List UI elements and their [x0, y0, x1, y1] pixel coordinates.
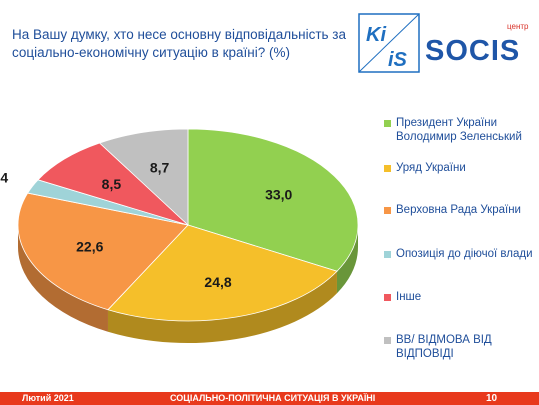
kiis-logo-diagonal — [358, 13, 420, 73]
legend-swatch-government — [384, 165, 391, 172]
legend-label-opposition: Опозиція до діючої влади — [396, 248, 533, 260]
legend-label-government: Уряд України — [396, 162, 466, 174]
pie-slice-parliament — [17, 192, 189, 311]
kiis-logo-top: Ki — [366, 24, 386, 46]
legend-swatch-refusal — [384, 337, 391, 344]
legend-label-refusal: ВВ/ ВІДМОВА ВІД ВІДПОВІДІ — [396, 334, 492, 360]
socis-small-text: центр — [507, 22, 529, 31]
legend-swatch-other — [384, 294, 391, 301]
data-label-opposition: 2,4 — [0, 169, 8, 185]
legend-label-parliament: Верховна Рада України — [396, 204, 521, 216]
pie-side-government — [107, 271, 337, 343]
data-label-parliament: 22,6 — [76, 239, 103, 255]
slide-title: На Вашу думку, хто несе основну відповід… — [12, 27, 346, 60]
footer-section-title: СОЦІАЛЬНО-ПОЛІТИЧНА СИТУАЦІЯ В УКРАЇНІ — [170, 393, 376, 403]
data-label-refusal: 8,7 — [150, 160, 170, 176]
pie-side-parliament — [18, 225, 108, 332]
data-label-other: 8,5 — [102, 176, 122, 192]
data-label-government: 24,8 — [204, 274, 231, 290]
pie-data-labels: 33,0 24,8 22,6 2,4 8,5 8,7 — [0, 160, 293, 290]
data-label-president: 33,0 — [265, 187, 292, 203]
legend-swatch-opposition — [384, 251, 391, 258]
kiis-logo-bottom: iS — [388, 49, 408, 71]
pie-slice-president — [187, 128, 359, 272]
socis-wordmark: SOCIS — [425, 35, 520, 67]
footer-bar: Лютий 2021 СОЦІАЛЬНО-ПОЛІТИЧНА СИТУАЦІЯ … — [0, 392, 539, 405]
legend-label-other: Інше — [396, 291, 422, 303]
footer-date: Лютий 2021 — [22, 393, 74, 403]
pie-slice-other — [37, 142, 189, 226]
pie-slice-refusal — [98, 128, 189, 226]
legend-swatch-president — [384, 120, 391, 127]
pie-slice-government — [107, 224, 338, 322]
legend-label-president: Президент України Володимир Зеленський — [396, 117, 522, 143]
page-number: 10 — [486, 393, 498, 404]
pie-slices — [17, 128, 359, 322]
pie-depth — [18, 225, 358, 343]
pie-side-president — [336, 225, 358, 294]
kiis-socis-logo: Ki iS центр SOCIS — [358, 13, 529, 73]
legend-swatch-parliament — [384, 207, 391, 214]
pie-chart: 33,0 24,8 22,6 2,4 8,5 8,7 — [0, 128, 359, 343]
